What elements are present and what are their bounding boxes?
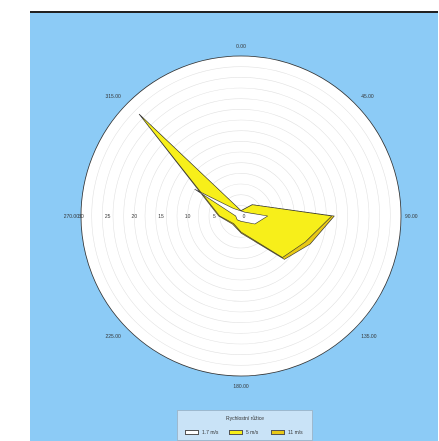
chart-top-border	[30, 11, 438, 13]
legend-label-1: 1.7 m/s	[202, 429, 219, 436]
legend-item-3: 11 m/s	[271, 429, 303, 436]
legend-swatch-2	[229, 430, 243, 435]
direction-label: 180.00	[233, 384, 249, 390]
direction-label: 90.00	[405, 214, 418, 220]
grid-ring	[112, 87, 370, 345]
radial-tick-label: 25	[105, 214, 111, 220]
grid-ring	[91, 66, 391, 366]
radial-tick-label: 15	[158, 214, 164, 220]
direction-label: 315.00	[105, 94, 121, 100]
radial-tick-label: 30	[78, 214, 84, 220]
direction-label: 225.00	[105, 334, 121, 340]
legend-item-2: 5 m/s	[229, 429, 258, 436]
direction-label: 135.00	[361, 334, 377, 340]
legend-title: Rychlostní růžice	[225, 416, 265, 422]
grid-ring	[134, 109, 348, 323]
radial-tick-label: 5	[213, 214, 216, 220]
legend-swatch-1	[185, 430, 199, 435]
direction-label: 45.00	[361, 94, 374, 100]
direction-label: 0.00	[236, 44, 246, 50]
series-polygon-1	[194, 189, 269, 225]
grid-ring	[102, 77, 380, 355]
grid-ring	[144, 119, 338, 313]
legend-label-3: 11 m/s	[288, 429, 303, 436]
legend-label-2: 5 m/s	[246, 429, 259, 436]
radial-tick-label: 20	[132, 214, 138, 220]
grid-ring	[123, 98, 359, 334]
series-polygon-2	[138, 113, 333, 258]
direction-label: 270.00	[64, 214, 80, 220]
legend-swatch-3	[271, 430, 285, 435]
radial-tick-label: 0	[243, 214, 246, 220]
legend-item-1: 1.7 m/s	[185, 429, 218, 436]
legend: Rychlostní růžice 1.7 m/s 5 m/s 11 m/s	[177, 410, 313, 441]
radial-tick-label: 10	[185, 214, 191, 220]
